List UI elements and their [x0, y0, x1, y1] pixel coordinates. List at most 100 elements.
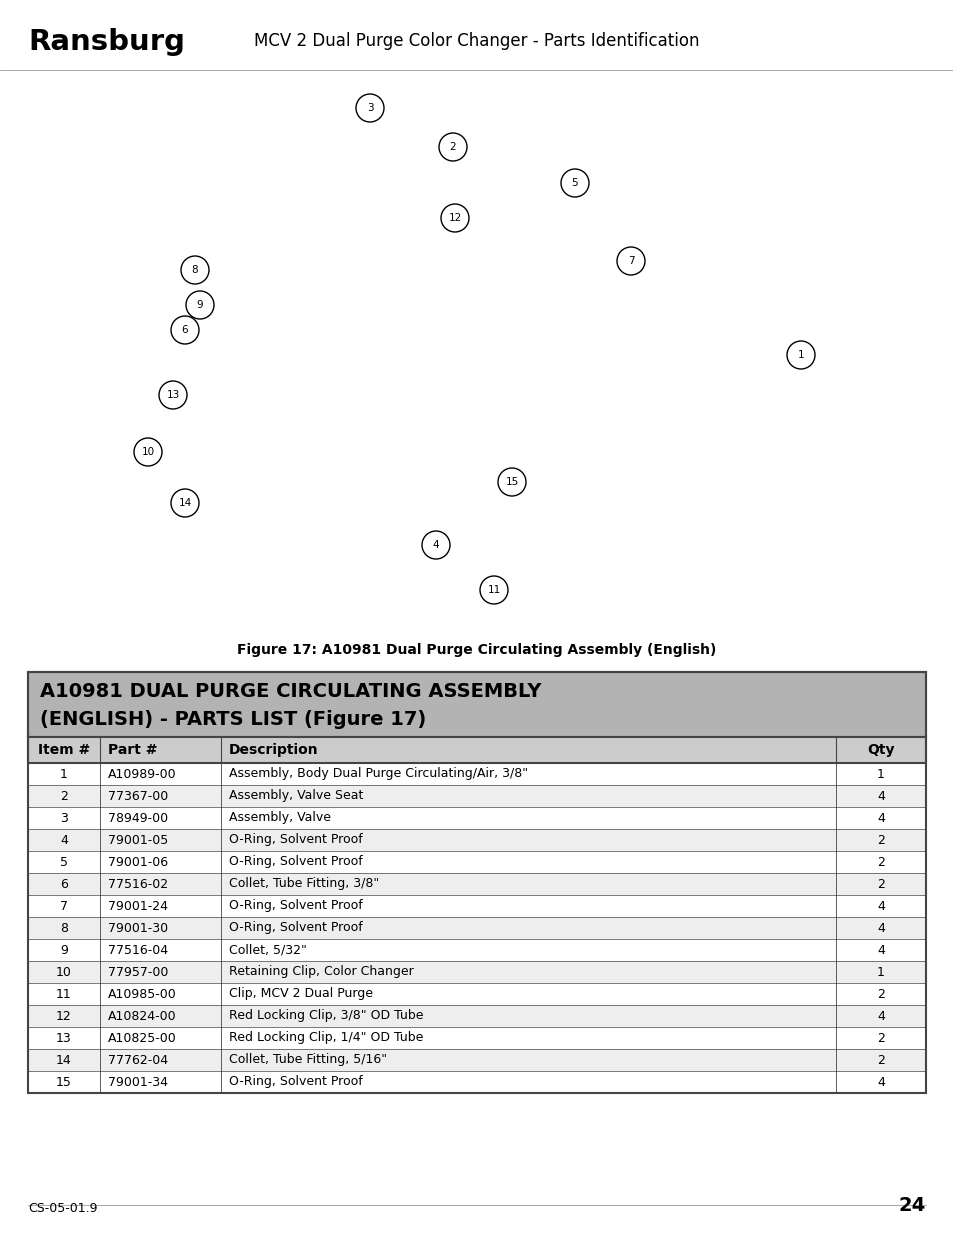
- Text: 4: 4: [876, 921, 884, 935]
- Text: 11: 11: [56, 988, 71, 1000]
- Bar: [28, 1028, 925, 1049]
- Text: 1: 1: [876, 966, 884, 978]
- Bar: [28, 1005, 925, 1028]
- Bar: [28, 829, 925, 851]
- Bar: [28, 873, 925, 895]
- Circle shape: [440, 204, 469, 232]
- Text: 2: 2: [60, 789, 68, 803]
- Bar: [28, 961, 925, 983]
- Bar: [28, 851, 925, 873]
- Bar: [28, 672, 925, 1093]
- Text: 9: 9: [60, 944, 68, 956]
- Text: 4: 4: [876, 1009, 884, 1023]
- Text: Clip, MCV 2 Dual Purge: Clip, MCV 2 Dual Purge: [229, 988, 373, 1000]
- Bar: [28, 939, 925, 961]
- Text: 77367-00: 77367-00: [108, 789, 168, 803]
- Text: 2: 2: [876, 988, 884, 1000]
- Text: 2: 2: [876, 878, 884, 890]
- Circle shape: [438, 133, 467, 161]
- Text: 2: 2: [449, 142, 456, 152]
- Text: Item #: Item #: [38, 743, 90, 757]
- Text: (ENGLISH) - PARTS LIST (Figure 17): (ENGLISH) - PARTS LIST (Figure 17): [40, 710, 426, 729]
- Text: Part #: Part #: [108, 743, 157, 757]
- Text: 4: 4: [876, 811, 884, 825]
- Bar: [28, 895, 925, 918]
- Text: Red Locking Clip, 3/8" OD Tube: Red Locking Clip, 3/8" OD Tube: [229, 1009, 423, 1023]
- Text: 77516-02: 77516-02: [108, 878, 168, 890]
- Text: 4: 4: [876, 944, 884, 956]
- Text: 79001-05: 79001-05: [108, 834, 168, 846]
- Bar: [28, 737, 925, 763]
- Circle shape: [133, 438, 162, 466]
- Text: 6: 6: [60, 878, 68, 890]
- Text: 79001-34: 79001-34: [108, 1076, 168, 1088]
- Text: 24: 24: [898, 1195, 925, 1215]
- Text: 1: 1: [60, 767, 68, 781]
- Text: 9: 9: [196, 300, 203, 310]
- Circle shape: [617, 247, 644, 275]
- Text: O-Ring, Solvent Proof: O-Ring, Solvent Proof: [229, 899, 362, 913]
- Text: O-Ring, Solvent Proof: O-Ring, Solvent Proof: [229, 856, 362, 868]
- Circle shape: [171, 316, 199, 345]
- Text: 2: 2: [876, 1053, 884, 1067]
- Text: 4: 4: [876, 1076, 884, 1088]
- Bar: [28, 1049, 925, 1071]
- Text: Qty: Qty: [866, 743, 894, 757]
- Text: 2: 2: [876, 834, 884, 846]
- Text: Red Locking Clip, 1/4" OD Tube: Red Locking Clip, 1/4" OD Tube: [229, 1031, 423, 1045]
- Text: Description: Description: [229, 743, 318, 757]
- Text: 15: 15: [505, 477, 518, 487]
- Text: Assembly, Body Dual Purge Circulating/Air, 3/8": Assembly, Body Dual Purge Circulating/Ai…: [229, 767, 528, 781]
- Circle shape: [171, 489, 199, 517]
- Bar: [28, 763, 925, 785]
- Text: 2: 2: [876, 1031, 884, 1045]
- Text: 4: 4: [876, 899, 884, 913]
- Text: 6: 6: [181, 325, 188, 335]
- Text: 15: 15: [56, 1076, 71, 1088]
- Bar: [28, 672, 925, 737]
- Text: 7: 7: [60, 899, 68, 913]
- Text: 12: 12: [56, 1009, 71, 1023]
- Text: Retaining Clip, Color Changer: Retaining Clip, Color Changer: [229, 966, 414, 978]
- Text: 4: 4: [433, 540, 438, 550]
- Text: A10981 DUAL PURGE CIRCULATING ASSEMBLY: A10981 DUAL PURGE CIRCULATING ASSEMBLY: [40, 682, 541, 701]
- Text: 14: 14: [56, 1053, 71, 1067]
- Text: 79001-30: 79001-30: [108, 921, 168, 935]
- Text: 8: 8: [60, 921, 68, 935]
- Circle shape: [159, 382, 187, 409]
- Text: 14: 14: [178, 498, 192, 508]
- Text: Ransburg: Ransburg: [28, 28, 185, 56]
- Text: 5: 5: [60, 856, 68, 868]
- Bar: [28, 806, 925, 829]
- Text: O-Ring, Solvent Proof: O-Ring, Solvent Proof: [229, 1076, 362, 1088]
- Bar: [28, 983, 925, 1005]
- Text: CS-05-01.9: CS-05-01.9: [28, 1202, 97, 1215]
- Text: 1: 1: [876, 767, 884, 781]
- Text: A10985-00: A10985-00: [108, 988, 176, 1000]
- Circle shape: [181, 256, 209, 284]
- Text: 13: 13: [166, 390, 179, 400]
- Text: 79001-24: 79001-24: [108, 899, 168, 913]
- Text: O-Ring, Solvent Proof: O-Ring, Solvent Proof: [229, 921, 362, 935]
- Text: O-Ring, Solvent Proof: O-Ring, Solvent Proof: [229, 834, 362, 846]
- Text: 3: 3: [366, 103, 373, 112]
- Text: 8: 8: [192, 266, 198, 275]
- Text: 4: 4: [876, 789, 884, 803]
- Bar: [28, 1071, 925, 1093]
- Text: 77957-00: 77957-00: [108, 966, 168, 978]
- Text: A10825-00: A10825-00: [108, 1031, 176, 1045]
- Text: Figure 17: A10981 Dual Purge Circulating Assembly (English): Figure 17: A10981 Dual Purge Circulating…: [237, 643, 716, 657]
- Text: 1: 1: [797, 350, 803, 359]
- Text: 3: 3: [60, 811, 68, 825]
- Bar: [28, 785, 925, 806]
- Text: 11: 11: [487, 585, 500, 595]
- Bar: [28, 918, 925, 939]
- Text: 78949-00: 78949-00: [108, 811, 168, 825]
- Circle shape: [497, 468, 525, 496]
- Text: 2: 2: [876, 856, 884, 868]
- Text: Assembly, Valve: Assembly, Valve: [229, 811, 331, 825]
- Text: Collet, Tube Fitting, 5/16": Collet, Tube Fitting, 5/16": [229, 1053, 387, 1067]
- Circle shape: [186, 291, 213, 319]
- Text: 79001-06: 79001-06: [108, 856, 168, 868]
- Text: 10: 10: [141, 447, 154, 457]
